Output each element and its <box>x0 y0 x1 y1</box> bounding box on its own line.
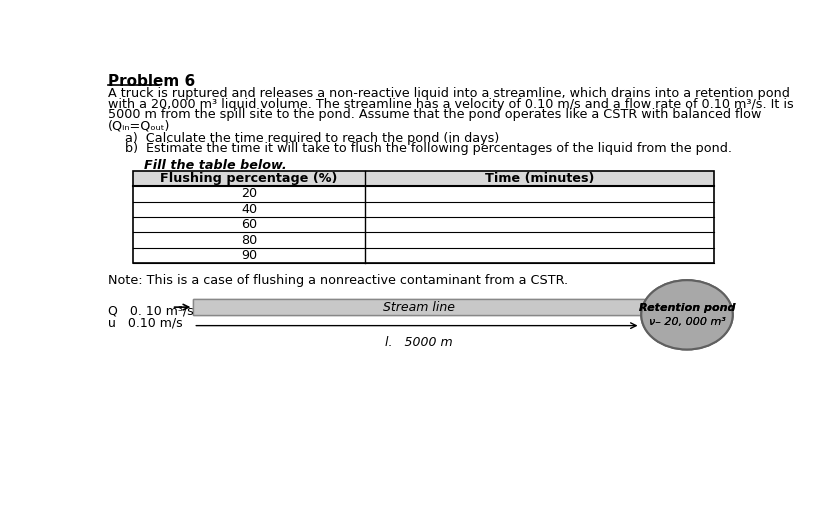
Text: 40: 40 <box>241 203 258 216</box>
Text: a)  Calculate the time required to reach the pond (in days): a) Calculate the time required to reach … <box>126 132 500 145</box>
Text: 80: 80 <box>241 234 258 247</box>
Ellipse shape <box>641 280 733 349</box>
Text: Fill the table below.: Fill the table below. <box>144 159 287 172</box>
Text: 60: 60 <box>241 218 258 231</box>
Bar <box>193 299 722 315</box>
Text: u   0.10 m/s: u 0.10 m/s <box>108 317 183 330</box>
Text: Time (minutes): Time (minutes) <box>485 172 594 185</box>
Text: Retention pond: Retention pond <box>639 303 735 313</box>
Text: ν– 20, 000 m³: ν– 20, 000 m³ <box>649 317 725 327</box>
Text: Retention pond: Retention pond <box>639 303 735 313</box>
Bar <box>193 299 645 315</box>
Text: 5000 m from the spill site to the pond. Assume that the pond operates like a CST: 5000 m from the spill site to the pond. … <box>108 108 761 121</box>
Text: 90: 90 <box>241 249 258 262</box>
Text: with a 20,000 m³ liquid volume. The streamline has a velocity of 0.10 m/s and a : with a 20,000 m³ liquid volume. The stre… <box>108 98 794 111</box>
Text: Q   0. 10 m³/s: Q 0. 10 m³/s <box>108 304 194 317</box>
Bar <box>133 171 714 263</box>
Text: Stream line: Stream line <box>383 301 455 313</box>
Text: b)  Estimate the time it will take to flush the following percentages of the liq: b) Estimate the time it will take to flu… <box>126 142 732 155</box>
Text: 20: 20 <box>241 187 258 200</box>
Text: ν– 20, 000 m³: ν– 20, 000 m³ <box>649 317 725 327</box>
Bar <box>133 171 714 263</box>
Bar <box>133 171 714 186</box>
Text: Problem 6: Problem 6 <box>108 74 196 89</box>
Text: l.   5000 m: l. 5000 m <box>385 336 452 349</box>
Text: Note: This is a case of flushing a nonreactive contaminant from a CSTR.: Note: This is a case of flushing a nonre… <box>108 274 568 287</box>
Text: A truck is ruptured and releases a non-reactive liquid into a streamline, which : A truck is ruptured and releases a non-r… <box>108 87 790 100</box>
Text: (Qᵢₙ=Qₒᵤₜ): (Qᵢₙ=Qₒᵤₜ) <box>108 119 170 132</box>
Ellipse shape <box>641 280 733 349</box>
Text: Flushing percentage (%): Flushing percentage (%) <box>161 172 337 185</box>
